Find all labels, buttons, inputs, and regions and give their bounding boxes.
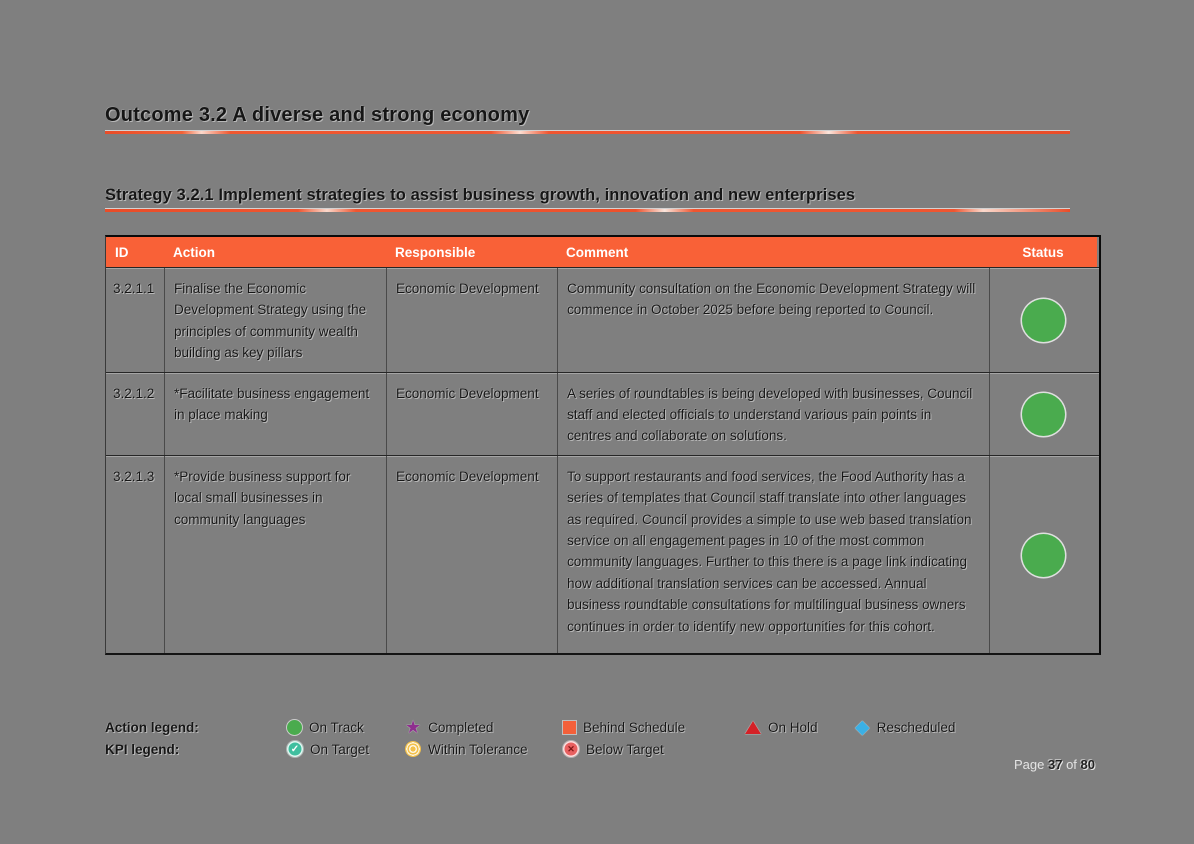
strategy-underline (105, 209, 1070, 212)
table-row: 3.2.1.3 *Provide business support for lo… (106, 454, 1099, 653)
column-header-action: Action (164, 237, 386, 267)
legend-item: ✓ On Target (287, 741, 405, 757)
of-label: of (1066, 757, 1077, 772)
cell-responsible: Economic Development (386, 455, 557, 653)
on-target-check-icon: ✓ (287, 741, 303, 757)
legend-item-label: On Target (310, 741, 370, 757)
behind-schedule-icon (563, 720, 576, 734)
column-header-status: Status (989, 237, 1097, 267)
legend-item-label: On Track (309, 719, 364, 735)
legend-item: Within Tolerance (405, 741, 563, 757)
cell-action: *Facilitate business engagement in place… (164, 372, 386, 455)
page-number: 37 (1047, 757, 1063, 772)
cell-status (989, 268, 1097, 372)
legend-item: ◆ Rescheduled (855, 716, 995, 738)
outcome-underline (105, 131, 1070, 134)
column-header-responsible: Responsible (386, 237, 557, 267)
on-track-icon (287, 719, 302, 735)
cell-id: 3.2.1.2 (113, 385, 155, 401)
legend-item: ★ Completed (405, 716, 563, 737)
legend-item-label: Within Tolerance (428, 741, 528, 757)
on-hold-triangle-icon (745, 720, 761, 734)
page-label: Page (1013, 757, 1045, 772)
column-header-id: ID (106, 237, 164, 267)
cell-comment: Community consultation on the Economic D… (557, 268, 989, 372)
table-row: 3.2.1.1 Finalise the Economic Developmen… (106, 267, 1099, 372)
actions-table: ID Action Responsible Comment Status 3.2… (105, 235, 1101, 655)
completed-star-icon: ★ (405, 716, 422, 737)
legend-item: On Track (287, 719, 405, 735)
cell-id: 3.2.1.3 (113, 468, 155, 484)
table-row: 3.2.1.2 *Facilitate business engagement … (106, 371, 1099, 455)
strategy-heading: Strategy 3.2.1 Implement strategies to a… (105, 186, 856, 204)
cell-comment: A series of roundtables is being develop… (557, 372, 989, 455)
action-legend-label: Action legend: (105, 719, 199, 735)
cell-status (989, 455, 1097, 653)
status-on-track-icon (1021, 299, 1065, 343)
cell-responsible: Economic Development (386, 372, 557, 455)
below-target-x-icon: ✕ (563, 741, 579, 757)
cell-action: *Provide business support for local smal… (164, 455, 386, 653)
kpi-legend-label: KPI legend: (105, 741, 180, 757)
column-header-comment: Comment (557, 237, 989, 267)
legend-item-label: Rescheduled (876, 719, 956, 735)
table-header-row: ID Action Responsible Comment Status (106, 237, 1099, 267)
cell-comment: To support restaurants and food services… (557, 455, 989, 653)
action-legend-row: Action legend: On Track ★ Completed Behi… (105, 716, 1065, 738)
legend-item-label: On Hold (768, 719, 818, 735)
status-on-track-icon (1021, 393, 1065, 437)
legend-item-label: Behind Schedule (583, 719, 686, 735)
cell-status (989, 372, 1097, 455)
status-on-track-icon (1021, 533, 1065, 577)
legend-item: Behind Schedule (563, 720, 745, 735)
total-pages: 80 (1080, 757, 1095, 772)
cell-responsible: Economic Development (386, 268, 557, 372)
legend-item: On Hold (745, 720, 855, 735)
cell-action: Finalise the Economic Development Strate… (164, 268, 386, 372)
legend-item: ✕ Below Target (563, 741, 745, 757)
legend: Action legend: On Track ★ Completed Behi… (105, 716, 1065, 760)
page-footer: Page 37 of 80 (1014, 757, 1095, 772)
rescheduled-diamond-icon: ◆ (855, 716, 870, 738)
cell-id: 3.2.1.1 (113, 281, 155, 296)
kpi-legend-row: KPI legend: ✓ On Target Within Tolerance… (105, 738, 1065, 760)
outcome-heading: Outcome 3.2 A diverse and strong economy (105, 104, 530, 126)
within-tolerance-bullseye-icon (405, 741, 421, 757)
legend-item-label: Below Target (586, 741, 664, 757)
legend-item-label: Completed (428, 719, 494, 735)
